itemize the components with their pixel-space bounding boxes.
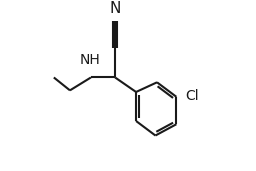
Text: Cl: Cl [185,89,199,103]
Text: NH: NH [80,53,100,67]
Text: N: N [109,1,121,16]
